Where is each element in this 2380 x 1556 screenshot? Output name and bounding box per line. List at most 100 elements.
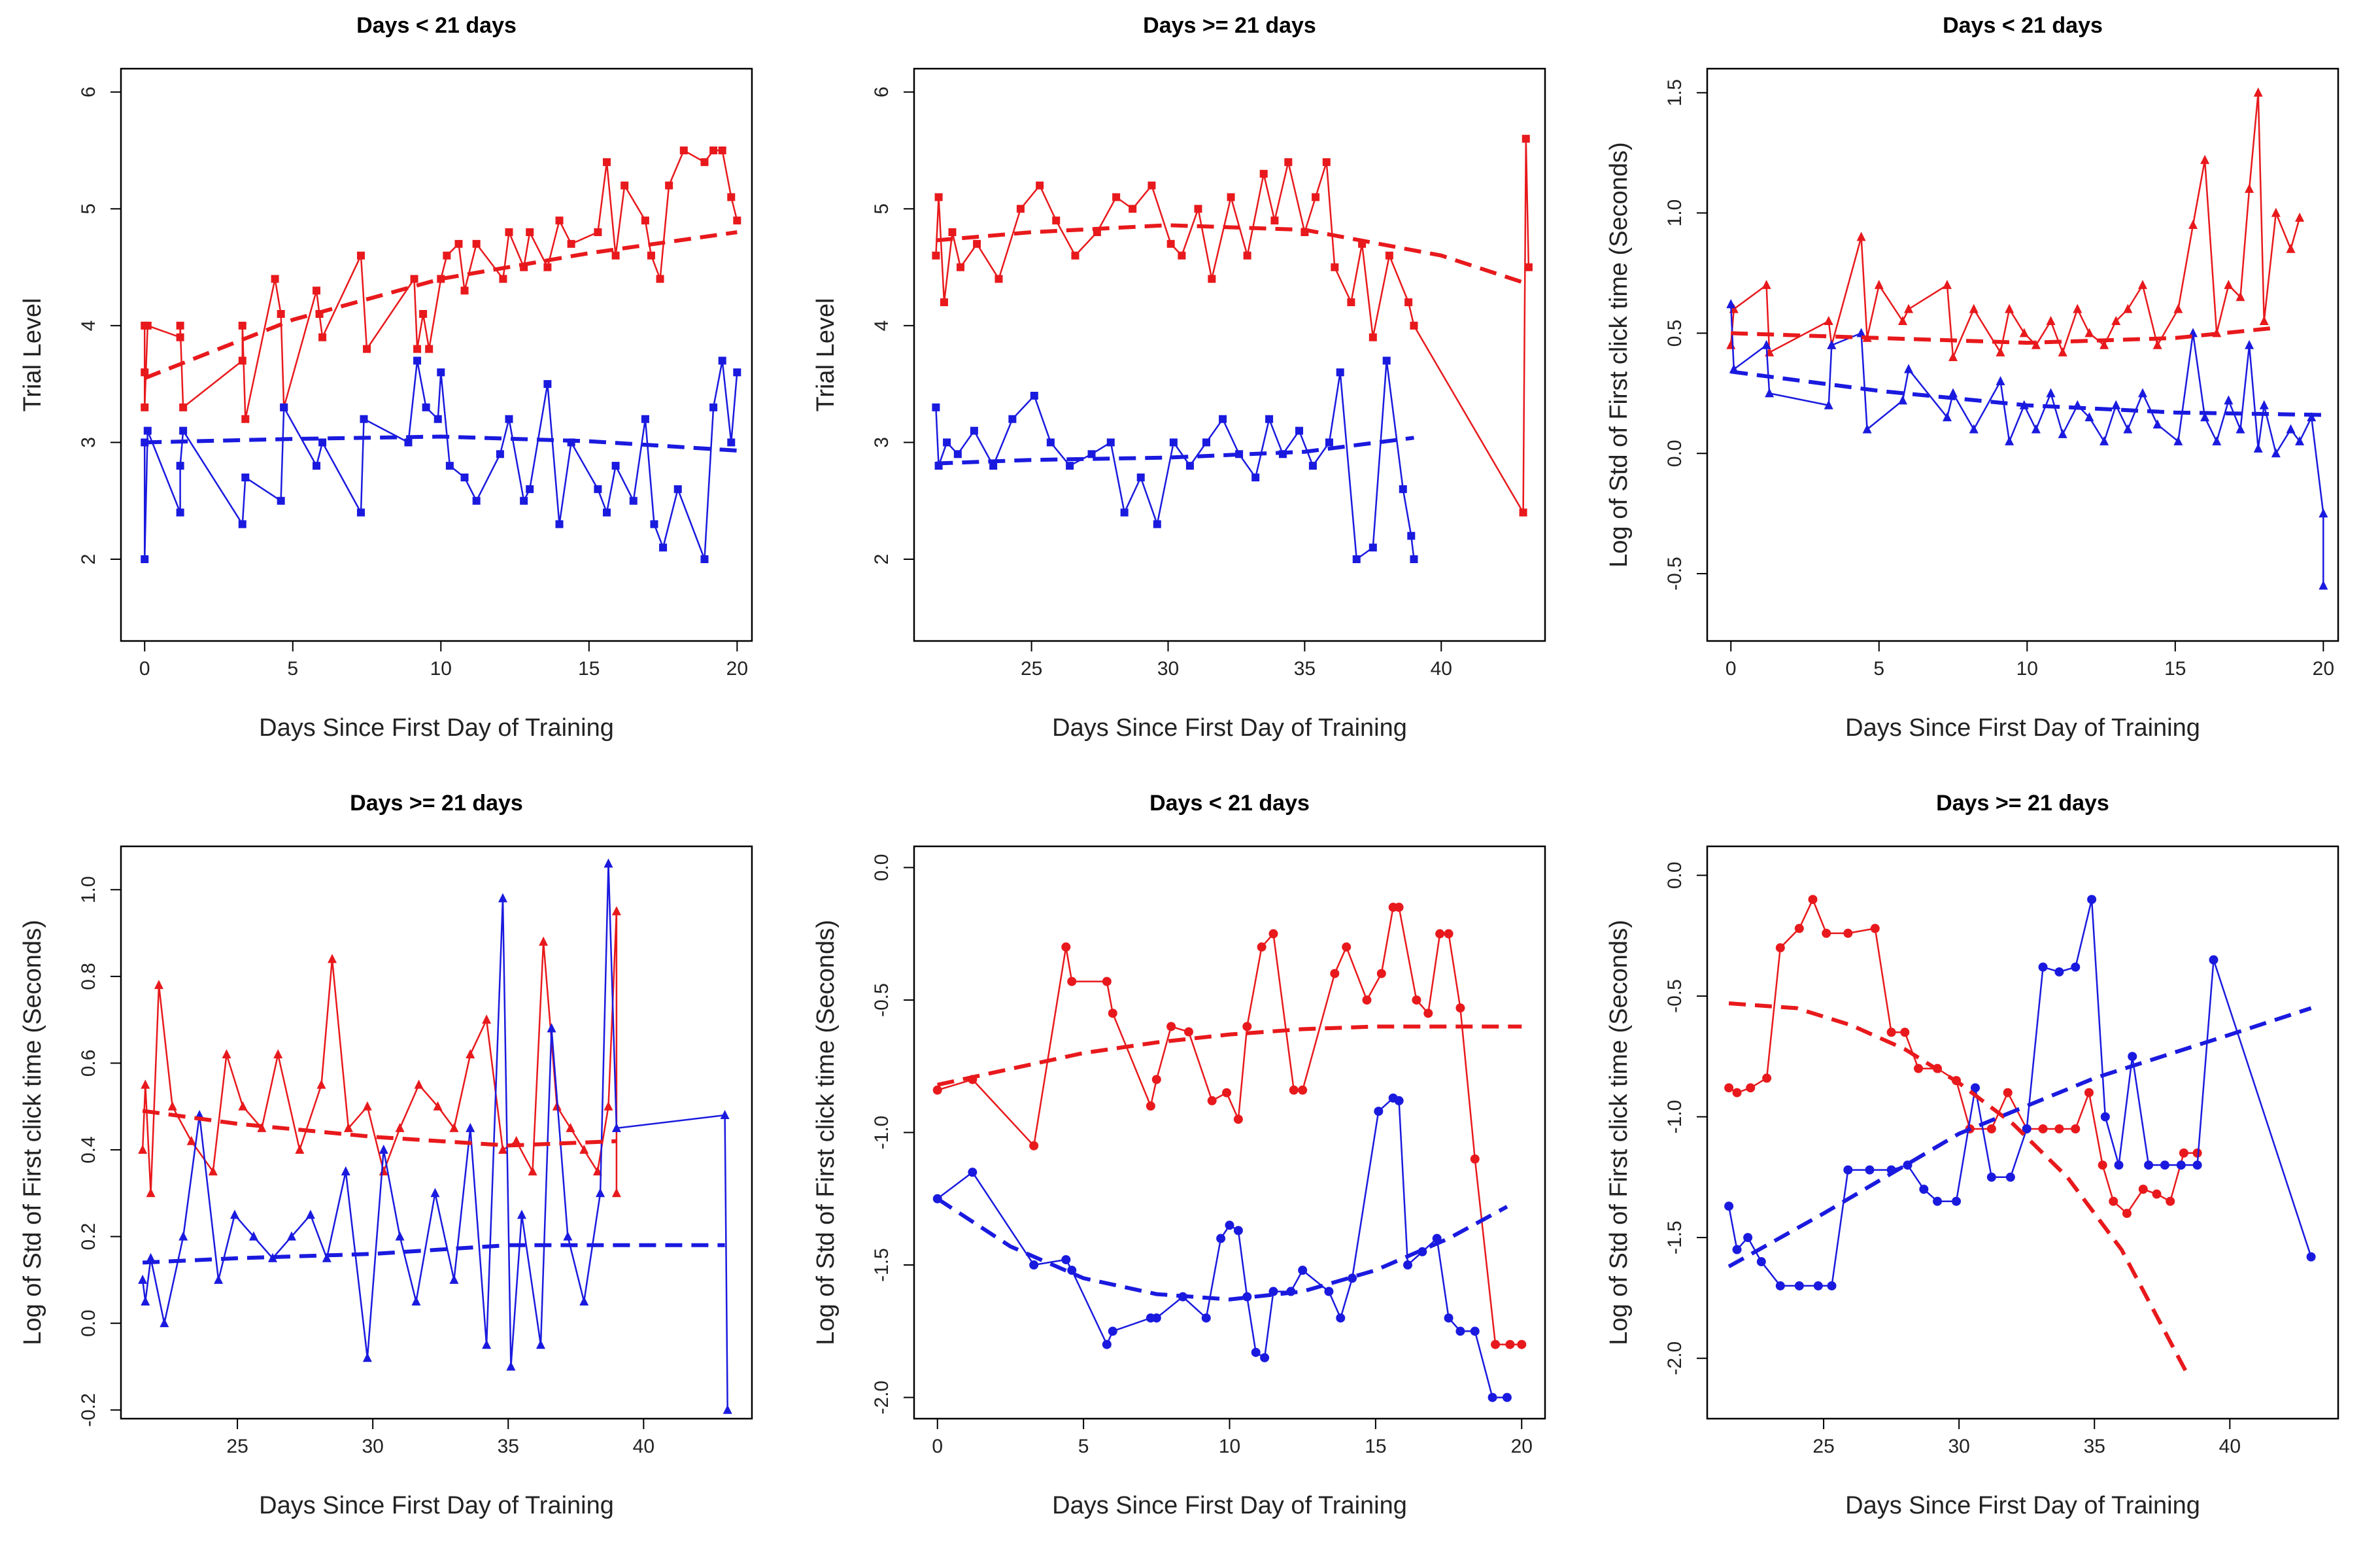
data-point-red <box>1404 298 1413 307</box>
data-point-blue <box>238 520 246 528</box>
data-point-blue <box>2259 400 2269 409</box>
data-point-blue <box>2071 962 2081 972</box>
data-point-blue <box>604 858 613 868</box>
data-point-red <box>1270 216 1279 225</box>
data-point-red <box>316 1079 326 1089</box>
data-point-blue <box>356 508 365 517</box>
data-point-red <box>454 239 463 248</box>
data-point-red <box>1505 1340 1515 1349</box>
data-point-red <box>620 181 629 190</box>
y-tick-label: 1.5 <box>1664 79 1686 107</box>
data-point-blue <box>1008 415 1017 423</box>
data-point-red <box>718 147 726 154</box>
data-point-blue <box>230 1209 239 1219</box>
data-point-blue <box>2038 962 2048 972</box>
y-axis-label: Log of Std of First click time (Seconds) <box>812 920 840 1345</box>
chart-title: Days < 21 days <box>1943 13 2103 38</box>
data-point-blue <box>641 415 649 423</box>
data-point-red <box>425 345 434 353</box>
data-point-blue <box>1488 1392 1497 1402</box>
data-point-blue <box>1066 462 1074 470</box>
data-point-blue <box>720 1109 730 1119</box>
y-tick-label: 0.0 <box>871 854 892 882</box>
fit-line-blue-fit <box>936 1197 1508 1302</box>
y-tick-label: 6 <box>78 86 99 97</box>
data-point-red <box>1726 339 1736 349</box>
data-point-red <box>143 321 152 330</box>
data-point-red <box>526 228 534 236</box>
data-point-red <box>1843 928 1853 938</box>
fit-line-blue-fit <box>1727 1006 2312 1269</box>
data-point-red <box>1347 298 1355 307</box>
data-point-red <box>271 275 279 283</box>
plot-frame <box>1706 845 2339 1420</box>
data-point-blue <box>1444 1313 1454 1323</box>
x-tick-label: 35 <box>2084 1436 2105 1457</box>
data-point-blue <box>472 496 481 505</box>
series-line-blue <box>143 360 738 560</box>
data-point-blue <box>395 1231 405 1241</box>
data-point-blue <box>650 520 658 528</box>
data-point-blue <box>2022 1124 2032 1133</box>
data-point-blue <box>1265 415 1274 423</box>
data-point-blue <box>2224 395 2234 405</box>
y-tick-label: 5 <box>871 203 892 215</box>
chart-title: Days < 21 days <box>356 13 517 38</box>
y-tick-label: 1.0 <box>1664 199 1686 227</box>
data-point-red <box>413 345 422 353</box>
data-point-blue <box>596 1188 605 1198</box>
data-point-blue <box>506 1361 516 1371</box>
data-point-blue <box>727 438 736 447</box>
data-point-blue <box>2286 424 2296 434</box>
data-point-blue <box>160 1318 169 1328</box>
y-tick-label: 5 <box>78 203 99 215</box>
data-point-blue <box>1087 450 1096 458</box>
data-point-red <box>594 228 602 236</box>
data-point-blue <box>1251 1347 1261 1357</box>
data-point-blue <box>1794 1281 1804 1290</box>
x-tick-label: 25 <box>1812 1436 1834 1457</box>
data-point-blue <box>1108 1326 1117 1336</box>
y-tick-label: -2.0 <box>871 1381 892 1415</box>
data-point-red <box>1331 263 1339 271</box>
data-point-blue <box>248 1231 258 1241</box>
x-tick-label: 10 <box>430 658 452 680</box>
data-point-red <box>208 1166 218 1176</box>
data-point-red <box>656 275 664 283</box>
data-point-blue <box>629 496 638 505</box>
fit-line-red-fit <box>1731 326 2271 345</box>
data-point-red <box>1870 924 1880 933</box>
data-point-red <box>466 1049 475 1059</box>
data-point-red <box>1996 347 2005 356</box>
data-point-red <box>1898 316 1908 326</box>
data-point-red <box>1410 321 1418 330</box>
data-point-red <box>2109 1196 2118 1206</box>
x-tick-label: 0 <box>139 658 150 680</box>
y-tick-label: 0.2 <box>78 1223 99 1251</box>
data-point-red <box>2166 1196 2175 1206</box>
data-point-red <box>1942 279 1952 289</box>
data-point-blue <box>1202 438 1210 447</box>
data-point-red <box>1376 969 1386 978</box>
data-point-blue <box>1969 424 1979 434</box>
data-point-red <box>1856 232 1866 241</box>
data-point-red <box>328 954 337 963</box>
data-point-blue <box>1030 392 1038 400</box>
x-tick-label: 35 <box>498 1436 519 1457</box>
data-point-red <box>511 1135 521 1145</box>
data-point-red <box>555 216 564 225</box>
data-point-blue <box>1724 1202 1734 1211</box>
plot-frame <box>120 845 753 1420</box>
data-point-red <box>1016 205 1025 213</box>
data-point-blue <box>1216 1234 1226 1243</box>
y-tick-label: 4 <box>871 320 892 332</box>
data-point-blue <box>143 426 152 435</box>
data-point-red <box>1524 263 1533 271</box>
x-tick-label: 20 <box>1511 1436 1533 1457</box>
data-point-red <box>1222 1088 1232 1098</box>
data-point-red <box>238 1101 248 1111</box>
data-point-red <box>1166 1022 1176 1031</box>
data-point-red <box>2188 219 2198 229</box>
data-point-red <box>2236 292 2245 302</box>
data-point-blue <box>2253 443 2263 453</box>
